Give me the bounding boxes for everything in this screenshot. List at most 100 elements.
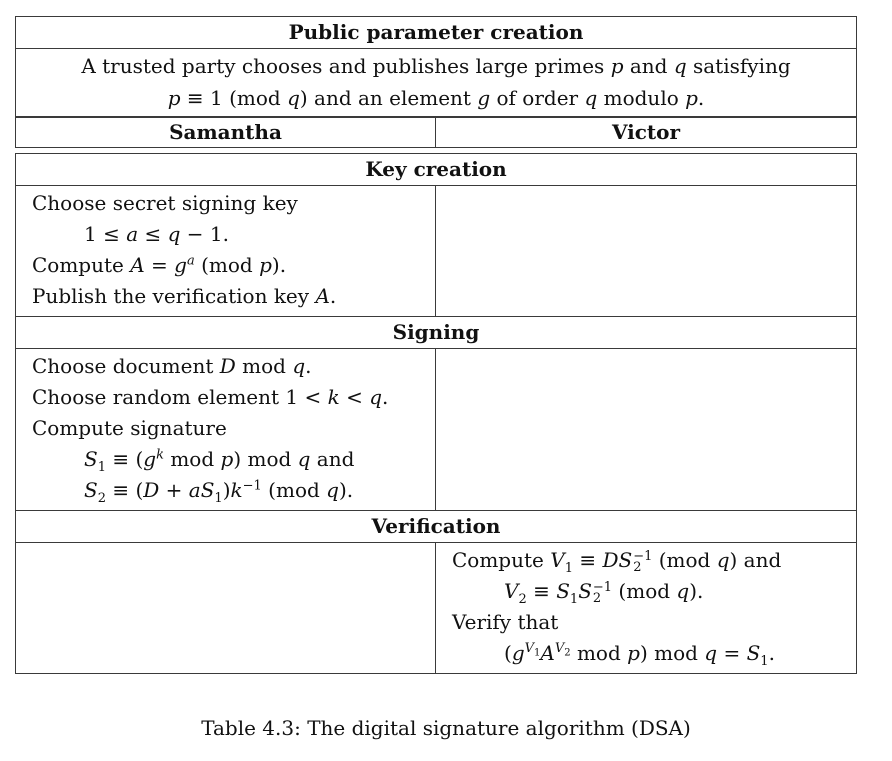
verify-line-2: V2 ≡ S1S −1 2 (mod q). — [452, 576, 856, 607]
text: (mod — [652, 548, 717, 572]
math-sub: 1 — [534, 647, 541, 659]
math: S — [556, 579, 570, 603]
math: p — [167, 86, 181, 110]
math: A — [130, 253, 145, 277]
text: ). — [338, 478, 354, 502]
text: ) mod — [639, 641, 705, 665]
text: and — [310, 447, 355, 471]
math: D — [143, 478, 160, 502]
math-sup: V1 — [524, 641, 541, 659]
text: ≡ — [526, 579, 557, 603]
math-sub: 2 — [592, 590, 602, 606]
text: ). — [689, 579, 704, 603]
math-sub: 1 — [760, 654, 769, 669]
text: . — [329, 284, 337, 308]
text: Compute — [452, 548, 551, 572]
text: 1 ≤ — [84, 222, 127, 246]
math-sup: −1 — [592, 579, 613, 595]
verify-line-4: (gV1AV2 mod p) mod q = S1. — [452, 638, 856, 669]
text: − 1. — [180, 222, 229, 246]
key-creation-victor — [436, 186, 856, 316]
math: q — [673, 54, 687, 78]
math: k — [230, 478, 243, 502]
sign-line-1: Choose document D mod q. — [32, 351, 435, 382]
text: . — [382, 385, 389, 409]
public-parameter-description: A trusted party chooses and publishes la… — [16, 49, 856, 116]
text: Choose random element 1 < — [32, 385, 328, 409]
math: p — [685, 86, 698, 110]
math: V — [524, 641, 535, 657]
text: ≡ ( — [105, 447, 144, 471]
verification-row: Compute V1 ≡ DS −1 2 (mod q) and V2 ≡ S1S −… — [16, 543, 856, 673]
math: g — [143, 447, 157, 471]
math: S — [578, 579, 592, 603]
verification-title: Verification — [16, 510, 856, 543]
math: q — [167, 222, 181, 246]
party-samantha: Samantha — [16, 118, 436, 147]
math: V — [554, 641, 565, 657]
text: ≤ — [138, 222, 168, 246]
text: . — [305, 354, 312, 378]
signing-samantha: Choose document D mod q. Choose random e… — [16, 349, 436, 510]
signing-victor — [436, 349, 856, 510]
sign-line-2: Choose random element 1 < k < q. — [32, 382, 435, 413]
math: D — [219, 354, 236, 378]
text: . — [768, 641, 775, 665]
table-caption: Table 4.3: The digital signature algorit… — [201, 716, 691, 740]
text: ). — [271, 253, 287, 277]
text: . — [697, 86, 705, 110]
text: (mod — [612, 579, 677, 603]
math: S — [84, 447, 98, 471]
math: p — [627, 641, 640, 665]
text: + — [159, 478, 189, 502]
math-sub: 1 — [569, 592, 579, 607]
math-sup: a — [186, 253, 195, 269]
verification-victor: Compute V1 ≡ DS −1 2 (mod q) and V2 ≡ S1S −… — [436, 543, 856, 673]
signing-row: Choose document D mod q. Choose random e… — [16, 349, 856, 510]
math: q — [716, 548, 730, 572]
math-sub: 2 — [564, 647, 571, 659]
text: Choose document — [32, 354, 220, 378]
math: g — [174, 253, 187, 277]
text: mod — [570, 641, 628, 665]
math: p — [259, 253, 272, 277]
text: satisfying — [686, 54, 791, 78]
math: p — [610, 54, 624, 78]
supsub-stack: −1 2 — [592, 579, 613, 606]
math: q — [369, 385, 383, 409]
math-sub: 2 — [518, 592, 527, 607]
key-line-2: 1 ≤ a ≤ q − 1. — [32, 219, 435, 250]
math-sup: −1 — [633, 548, 653, 564]
key-creation-samantha: Choose secret signing key 1 ≤ a ≤ q − 1.… — [16, 186, 436, 316]
key-line-4: Publish the verification key A. — [32, 281, 435, 312]
public-desc-line-2: p ≡ 1 (mod q) and an element g of order … — [16, 82, 856, 114]
math: S — [746, 641, 761, 665]
verification-samantha — [16, 543, 436, 673]
key-creation-title: Key creation — [16, 154, 856, 186]
text: of order — [490, 86, 585, 110]
math-sub: 2 — [633, 559, 642, 575]
math-sup: V2 — [554, 641, 571, 659]
sign-line-5: S2 ≡ (D + aS1)k−1 (mod q). — [32, 475, 435, 506]
verify-line-3: Verify that — [452, 610, 559, 634]
protocol-table: Key creation Choose secret signing key 1… — [15, 153, 857, 674]
math: DS — [602, 548, 633, 572]
math: a — [126, 222, 139, 246]
math: V — [550, 548, 565, 572]
math-sup: k — [156, 447, 164, 463]
text: ) — [222, 478, 231, 502]
verify-line-1: Compute V1 ≡ DS −1 2 (mod q) and — [452, 545, 856, 576]
text: modulo — [597, 86, 686, 110]
text: ≡ ( — [105, 478, 144, 502]
party-victor: Victor — [611, 120, 681, 144]
text: ) and an element — [299, 86, 478, 110]
math: V — [504, 579, 519, 603]
math-sub: 1 — [564, 561, 573, 576]
math: q — [297, 447, 311, 471]
math: S — [84, 478, 98, 502]
public-parameter-box: Public parameter creation A trusted part… — [15, 16, 857, 117]
math: q — [326, 478, 339, 502]
text: = — [144, 253, 175, 277]
text: ≡ 1 (mod — [180, 86, 288, 110]
signing-title: Signing — [16, 316, 856, 349]
